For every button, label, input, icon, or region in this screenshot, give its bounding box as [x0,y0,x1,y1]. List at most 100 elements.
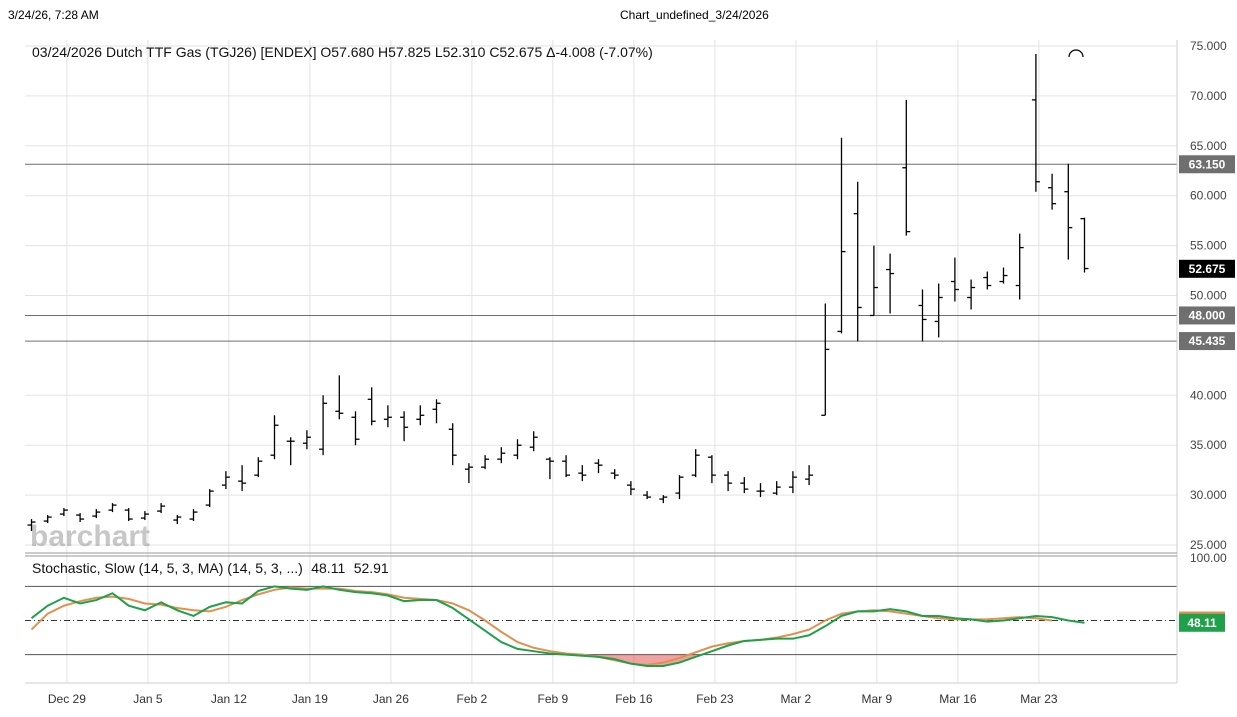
x-tick-label: Dec 29 [48,692,86,706]
ohlc-bar [416,405,425,426]
y-tick-label: 25.000 [1190,538,1227,552]
stochastic-k-line [30,585,1085,667]
ohlc-bar [124,508,133,522]
ohlc-bar [902,99,911,236]
price-tag-label: 45.435 [1189,334,1226,348]
stochastic-d-value: 52.91 [354,560,389,576]
ohlc-bar [286,437,295,466]
ohlc-bar [610,469,619,480]
x-tick-label: Feb 16 [615,692,653,706]
ohlc-bar [270,415,279,460]
ohlc-bar [157,503,166,514]
ohlc-bar [740,477,749,494]
ohlc-bar [594,459,603,474]
ohlc-bar [1031,53,1040,192]
ohlc-bar [92,509,101,519]
ohlc-bar [59,508,68,517]
ohlc-bar [335,375,344,420]
ohlc-bar [108,503,117,513]
ohlc-bar [1015,233,1024,300]
ohlc-bar [999,267,1008,284]
price-tag-box [1179,155,1235,174]
ohlc-bar [1064,163,1073,260]
price-tags: 63.150 48.000 45.435 52.675 48.11 [1179,155,1235,632]
grid [25,40,1177,683]
ohlc-bar [578,465,587,482]
x-tick-label: Mar 9 [862,692,893,706]
price-level-lines [25,163,1177,342]
ohlc-bar [1080,217,1089,273]
ohlc-bar [464,463,473,484]
y-tick-label: 30.000 [1190,488,1227,502]
ohlc-bar [254,457,263,478]
ohlc-bar [967,279,976,310]
x-tick-label: Mar 2 [781,692,812,706]
x-tick-label: Jan 26 [373,692,409,706]
ohlc-bar [302,430,311,450]
price-tag-box [1179,306,1235,325]
ohlc-bar [238,465,247,492]
ohlc-bar [319,395,328,456]
y-tick-label: 50.000 [1190,289,1227,303]
ohlc-bar [918,289,927,342]
x-tick-label: Feb 23 [696,692,734,706]
ohlc-bar [805,465,814,486]
price-tag-label: 48.000 [1189,308,1226,322]
price-tag-box [1179,332,1235,351]
ohlc-bar [27,519,36,532]
ohlc-bar [659,495,668,504]
ohlc-bar [626,481,635,496]
ohlc-bar [837,137,846,334]
price-tag-label: 63.150 [1189,157,1226,171]
stoch-k-tag-label: 48.11 [1187,616,1217,630]
ohlc-bar [367,387,376,426]
ohlc-bar [481,455,490,470]
y-tick-label: 55.000 [1190,239,1227,253]
ohlc-bar [707,455,716,484]
x-tick-label: Mar 16 [939,692,977,706]
ohlc-bar [205,489,214,508]
x-tick-label: Jan 19 [292,692,328,706]
y-tick-label: 75.000 [1190,39,1227,53]
ohlc-bar [529,431,538,452]
ohlc-bar [221,471,230,490]
ohlc-bar [497,447,506,464]
ohlc-bar [691,449,700,478]
ohlc-bar [675,475,684,500]
ohlc-bar [821,303,830,416]
high-marker-icon [1068,49,1084,58]
y-tick-label: 35.000 [1190,438,1227,452]
main-chart-title: 03/24/2026 Dutch TTF Gas (TGJ26) [ENDEX]… [32,44,653,60]
ohlc-bar [189,509,198,522]
ohlc-bar [756,483,765,498]
ohlc-bars [27,53,1089,532]
header-title: Chart_undefined_3/24/2026 [620,8,769,22]
stochastic-panel [25,585,1177,667]
ohlc-bar [934,283,943,338]
stochastic-k-value: 48.11 [311,560,345,576]
x-tick-label: Feb 2 [457,692,488,706]
axes: Dec 29 Jan 5 Jan 12 Jan 19 Jan 26 Feb 2 Feb 9 F… [25,39,1227,706]
ohlc-bar [383,405,392,428]
x-tick-label: Mar 23 [1020,692,1058,706]
ohlc-bar [545,457,554,480]
x-tick-label: Jan 5 [133,692,163,706]
ohlc-bar [886,253,895,314]
watermark-logo: barchart [30,520,150,553]
last-price-tag-label: 52.675 [1189,262,1226,276]
stoch-k-tag-box [1179,613,1225,632]
y-tick-label: 70.000 [1190,89,1227,103]
ohlc-bar [448,423,457,466]
ohlc-bar [173,515,182,525]
ohlc-bar [869,245,878,317]
stoch-y-tick-label: 100.00 [1190,551,1227,565]
ohlc-bar [140,511,149,521]
last-price-tag-box [1179,259,1235,278]
ohlc-bar [513,439,522,460]
ohlc-bar [772,481,781,496]
ohlc-bar [1048,173,1057,210]
ohlc-bar [43,515,52,524]
y-tick-label: 60.000 [1190,189,1227,203]
ohlc-bar [351,411,360,446]
